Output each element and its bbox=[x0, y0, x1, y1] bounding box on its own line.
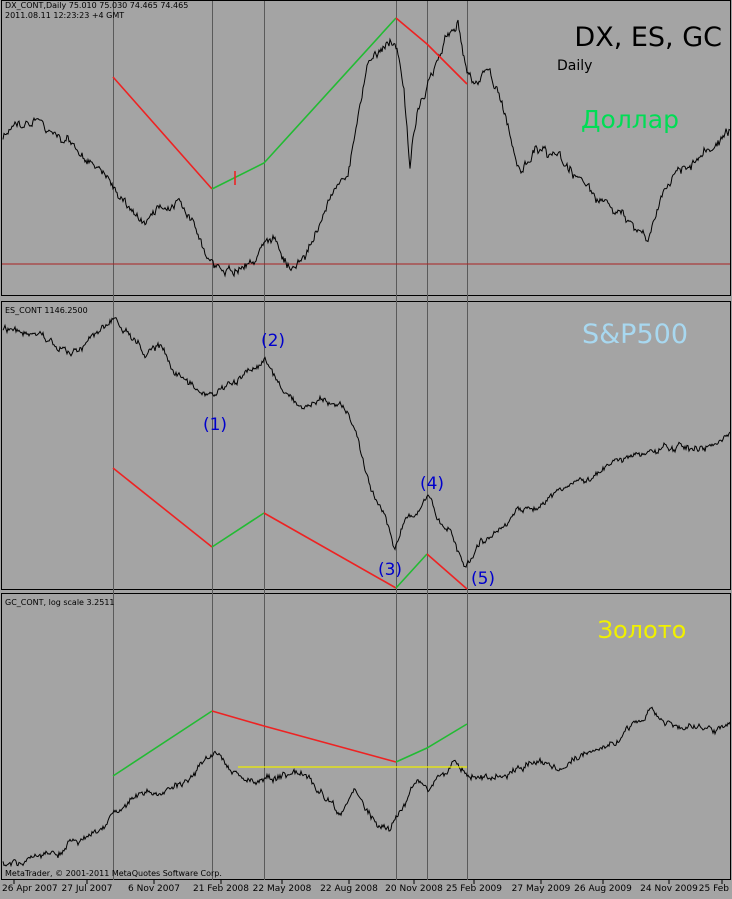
es-up-segment-2 bbox=[395, 553, 428, 589]
wave-label-1: (1) bbox=[203, 415, 227, 435]
timestamp: 2011.08.11 12:23:23 +4 GMT bbox=[5, 11, 124, 20]
x-tick-label: 22 Aug 2008 bbox=[320, 884, 378, 894]
wave-label-3: (3) bbox=[378, 560, 402, 580]
gc-up-segment-1 bbox=[112, 710, 213, 777]
x-axis: 26 Apr 2007 27 Jul 2007 6 Nov 2007 21 Feb 2… bbox=[2, 880, 729, 894]
x-tick-label: 21 Feb 2008 bbox=[193, 884, 249, 894]
gc-info: GC_CONT, log scale 3.2511 bbox=[5, 598, 115, 607]
wave-label-2: (2) bbox=[261, 331, 285, 351]
x-tick-label: 27 Jul 2007 bbox=[62, 884, 113, 894]
gc-down-segment bbox=[211, 710, 397, 763]
es-panel[interactable]: ES_CONT 1146.2500 S&P500 (2) (1) (4) (3)… bbox=[2, 306, 731, 590]
copyright: MetaTrader, © 2001-2011 MetaQuotes Softw… bbox=[5, 869, 222, 878]
x-tick-label: 24 Nov 2009 bbox=[640, 884, 698, 894]
period-separators bbox=[113, 1, 468, 880]
es-down-segment-2 bbox=[263, 512, 397, 589]
x-tick-label: 6 Nov 2007 bbox=[128, 884, 180, 894]
es-panel-frame bbox=[1, 301, 731, 590]
wave-label-4: (4) bbox=[420, 474, 444, 494]
chart-subtitle: Daily bbox=[557, 58, 592, 74]
dx-down-segment-1 bbox=[112, 76, 213, 190]
es-panel-label: S&P500 bbox=[582, 319, 688, 350]
x-tick-label: 22 May 2008 bbox=[253, 884, 312, 894]
wave-label-5: (5) bbox=[471, 569, 495, 589]
gc-panel-label: Золото bbox=[598, 616, 687, 644]
x-tick-label: 26 Apr 2007 bbox=[2, 884, 58, 894]
es-price-series bbox=[2, 317, 731, 568]
es-down-segment-3 bbox=[426, 553, 468, 590]
dx-panel-frame bbox=[1, 0, 731, 296]
x-tick-label: 27 May 2009 bbox=[512, 884, 571, 894]
gc-up-segment-2 bbox=[395, 723, 468, 763]
gc-price-series bbox=[2, 706, 731, 868]
es-info: ES_CONT 1146.2500 bbox=[5, 306, 88, 315]
x-tick-label: 26 Aug 2009 bbox=[574, 884, 632, 894]
dx-panel-label: Доллар bbox=[581, 105, 679, 134]
es-up-segment-1 bbox=[211, 512, 265, 548]
dx-price-series bbox=[2, 19, 731, 278]
x-tick-label: 25 Feb 2009 bbox=[446, 884, 502, 894]
gc-panel-frame bbox=[1, 593, 731, 880]
x-tick-label: 20 Nov 2008 bbox=[385, 884, 443, 894]
chart-title: DX, ES, GC bbox=[574, 22, 722, 53]
dx-down-segment-2 bbox=[395, 17, 468, 85]
dx-info: DX_CONT,Daily 75.010 75.030 74.465 74.46… bbox=[5, 1, 188, 10]
es-down-segment-1 bbox=[112, 467, 213, 548]
gc-panel[interactable]: GC_CONT, log scale 3.2511 Золото MetaTra… bbox=[2, 598, 731, 878]
dx-panel[interactable]: DX_CONT,Daily 75.010 75.030 74.465 74.46… bbox=[2, 1, 731, 278]
dx-up-segment bbox=[211, 17, 397, 190]
x-tick-label: 25 Feb bbox=[699, 884, 730, 894]
